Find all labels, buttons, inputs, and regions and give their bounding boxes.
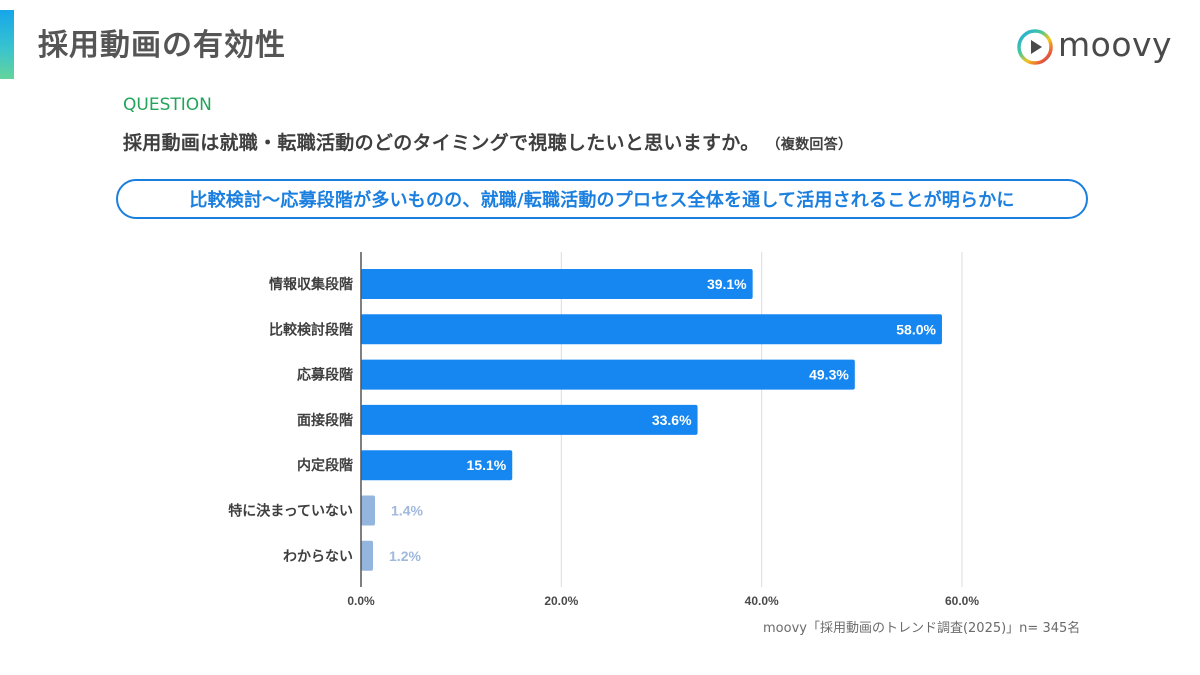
category-label: 応募段階 — [297, 367, 353, 384]
question-label: QUESTION — [123, 95, 212, 115]
question-text: 採用動画は就職・転職活動のどのタイミングで視聴したいと思いますか。 （複数回答） — [123, 128, 852, 155]
header-accent-bar — [0, 10, 14, 79]
data-label: 49.3% — [809, 367, 849, 383]
page-title: 採用動画の有効性 — [38, 28, 286, 63]
x-tick-label: 60.0% — [945, 594, 979, 608]
data-label: 33.6% — [652, 412, 692, 428]
data-label: 58.0% — [896, 321, 936, 337]
question-note: （複数回答） — [773, 137, 853, 153]
data-label: 39.1% — [707, 276, 747, 292]
category-label: 情報収集段階 — [269, 276, 353, 293]
logo-text: moovy — [1058, 25, 1173, 64]
moovy-logo: moovy — [1015, 25, 1173, 68]
question-body: 採用動画は就職・転職活動のどのタイミングで視聴したいと思いますか。 — [123, 132, 760, 154]
bar — [361, 540, 374, 571]
summary-text: 比較検討〜応募段階が多いものの、就職/転職活動のプロセス全体を通して活用されるこ… — [189, 190, 1015, 211]
data-label: 1.2% — [389, 548, 421, 564]
play-ring-icon — [1017, 29, 1053, 65]
data-label: 15.1% — [467, 457, 507, 473]
bar — [361, 359, 855, 390]
bar — [361, 404, 698, 435]
category-label: わからない — [283, 549, 353, 565]
category-label: 内定段階 — [297, 457, 353, 474]
category-label: 面接段階 — [297, 412, 353, 429]
source-note: moovy「採用動画のトレンド調査(2025)」n= 345名 — [763, 621, 1081, 636]
x-tick-label: 40.0% — [745, 594, 779, 608]
data-label: 1.4% — [391, 503, 423, 519]
summary-callout: 比較検討〜応募段階が多いものの、就職/転職活動のプロセス全体を通して活用されるこ… — [116, 179, 1088, 219]
bar — [361, 269, 753, 299]
bar — [361, 314, 942, 345]
category-label: 特に決まっていない — [228, 503, 353, 520]
bar — [361, 450, 513, 481]
x-tick-label: 20.0% — [544, 594, 578, 608]
category-label: 比較検討段階 — [269, 321, 353, 338]
x-tick-label: 0.0% — [347, 594, 375, 608]
bar — [361, 495, 376, 526]
